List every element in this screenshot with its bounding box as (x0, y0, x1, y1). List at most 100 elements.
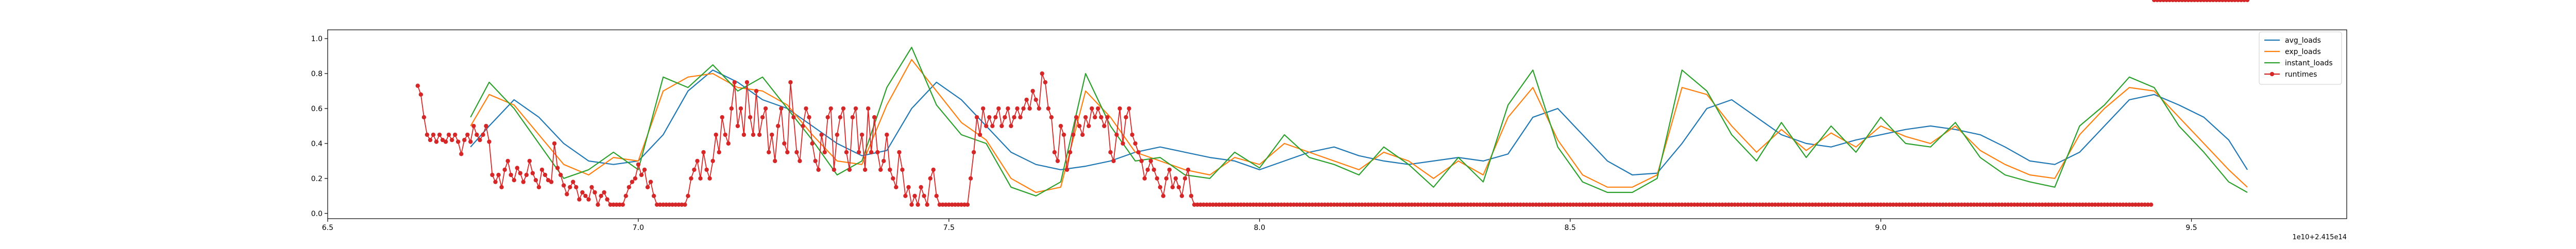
data-point-runtimes (1064, 167, 1070, 172)
data-point-runtimes (1819, 202, 1824, 207)
data-point-runtimes (1999, 202, 2004, 207)
data-point-runtimes (1242, 202, 1246, 207)
data-point-runtimes (859, 132, 865, 137)
data-point-runtimes (959, 202, 964, 207)
data-point-runtimes (779, 106, 784, 111)
data-point-runtimes (1481, 202, 1486, 207)
data-point-runtimes (468, 139, 473, 144)
data-point-runtimes (773, 158, 777, 164)
data-point-runtimes (2139, 202, 2144, 207)
data-point-runtimes (1646, 202, 1650, 207)
data-point-runtimes (1422, 202, 1427, 207)
data-point-runtimes (1096, 106, 1100, 111)
data-point-runtimes (1245, 202, 1249, 207)
data-point-runtimes (499, 185, 504, 189)
data-point-runtimes (2130, 202, 2135, 207)
data-point-runtimes (748, 115, 753, 120)
data-point-runtimes (558, 172, 563, 177)
data-point-runtimes (1596, 202, 1601, 207)
data-point-runtimes (751, 132, 756, 137)
data-point-runtimes (428, 137, 433, 143)
data-point-runtimes (2083, 202, 2088, 207)
data-point-runtimes (1882, 202, 1886, 207)
data-point-runtimes (654, 202, 659, 207)
data-point-runtimes (2012, 202, 2017, 207)
data-point-runtimes (2145, 202, 2150, 207)
data-point-runtimes (689, 176, 693, 181)
data-point-runtimes (518, 171, 522, 175)
y-tick-label: 0.4 (311, 140, 323, 148)
data-point-runtimes (885, 132, 889, 137)
data-point-runtimes (2015, 202, 2020, 207)
data-point-runtimes (1111, 158, 1116, 164)
data-point-runtimes (2074, 202, 2079, 207)
data-point-runtimes (1478, 202, 1482, 207)
data-point-runtimes (2033, 202, 2039, 207)
data-point-runtimes (680, 202, 684, 207)
data-point-runtimes (1425, 202, 1430, 207)
data-point-runtimes (1704, 202, 1709, 207)
data-point-runtimes (1416, 202, 1420, 207)
data-point-runtimes (841, 106, 846, 111)
data-point-runtimes (2021, 202, 2026, 207)
y-tick-label: 0.8 (311, 70, 323, 78)
data-point-runtimes (767, 150, 771, 155)
data-point-runtimes (1754, 202, 1759, 207)
data-point-runtimes (1742, 202, 1747, 207)
data-point-runtimes (636, 162, 641, 167)
data-point-runtimes (1003, 115, 1007, 120)
data-point-runtimes (2037, 202, 2042, 207)
data-point-runtimes (1332, 202, 1336, 207)
data-point-runtimes (850, 115, 855, 120)
data-point-runtimes (496, 172, 501, 177)
data-point-runtimes (465, 132, 470, 137)
data-point-runtimes (906, 185, 911, 189)
data-point-runtimes (974, 115, 979, 120)
data-point-runtimes (1701, 202, 1706, 207)
data-point-runtimes (1776, 202, 1781, 207)
data-point-runtimes (1764, 202, 1768, 207)
x-axis-offset-label: 1e10+2.415e14 (2293, 234, 2347, 241)
data-point-runtimes (539, 167, 545, 172)
data-point-runtimes (1052, 150, 1057, 155)
data-point-runtimes (1633, 202, 1638, 207)
data-point-runtimes (568, 185, 572, 189)
data-point-runtimes (533, 178, 538, 183)
data-point-runtimes (623, 193, 629, 198)
data-point-runtimes (1730, 202, 1734, 207)
data-point-runtimes (1360, 202, 1364, 207)
data-point-runtimes (1310, 202, 1315, 207)
data-point-runtimes (754, 88, 759, 94)
data-point-runtimes (1528, 202, 1532, 207)
data-point-runtimes (605, 197, 609, 202)
data-point-runtimes (888, 167, 892, 172)
data-point-runtimes (1689, 202, 1693, 207)
data-point-runtimes (1071, 132, 1076, 137)
data-point-runtimes (1400, 202, 1405, 207)
data-point-runtimes (1599, 202, 1604, 207)
axes: 6.5 7.0 7.5 8.0 8.5 9.0 9.5 0.0 0.2 0.4 0.6 0.8 1.0 (311, 29, 2347, 232)
data-point-runtimes (1061, 132, 1066, 137)
data-point-runtimes (943, 202, 948, 207)
data-point-runtimes (1630, 202, 1635, 207)
data-point-runtimes (1105, 115, 1110, 120)
data-point-runtimes (1369, 202, 1374, 207)
data-point-runtimes (1251, 202, 1256, 207)
data-point-runtimes (1848, 202, 1852, 207)
data-point-runtimes (897, 150, 902, 155)
data-point-runtimes (620, 202, 625, 207)
data-point-runtimes (611, 202, 616, 207)
data-point-runtimes (1919, 202, 1924, 207)
data-point-runtimes (937, 202, 942, 207)
data-point-runtimes (1223, 202, 1228, 207)
data-point-runtimes (1499, 202, 1504, 207)
data-point-runtimes (1276, 202, 1281, 207)
data-point-runtimes (1024, 97, 1029, 102)
data-point-runtimes (1875, 202, 1880, 207)
data-point-runtimes (2027, 202, 2032, 207)
data-point-runtimes (1857, 202, 1861, 207)
data-point-runtimes (838, 115, 843, 120)
series-line-avg_loads (470, 69, 2248, 176)
data-point-runtimes (1655, 202, 1659, 207)
data-point-runtimes (1624, 202, 1629, 207)
